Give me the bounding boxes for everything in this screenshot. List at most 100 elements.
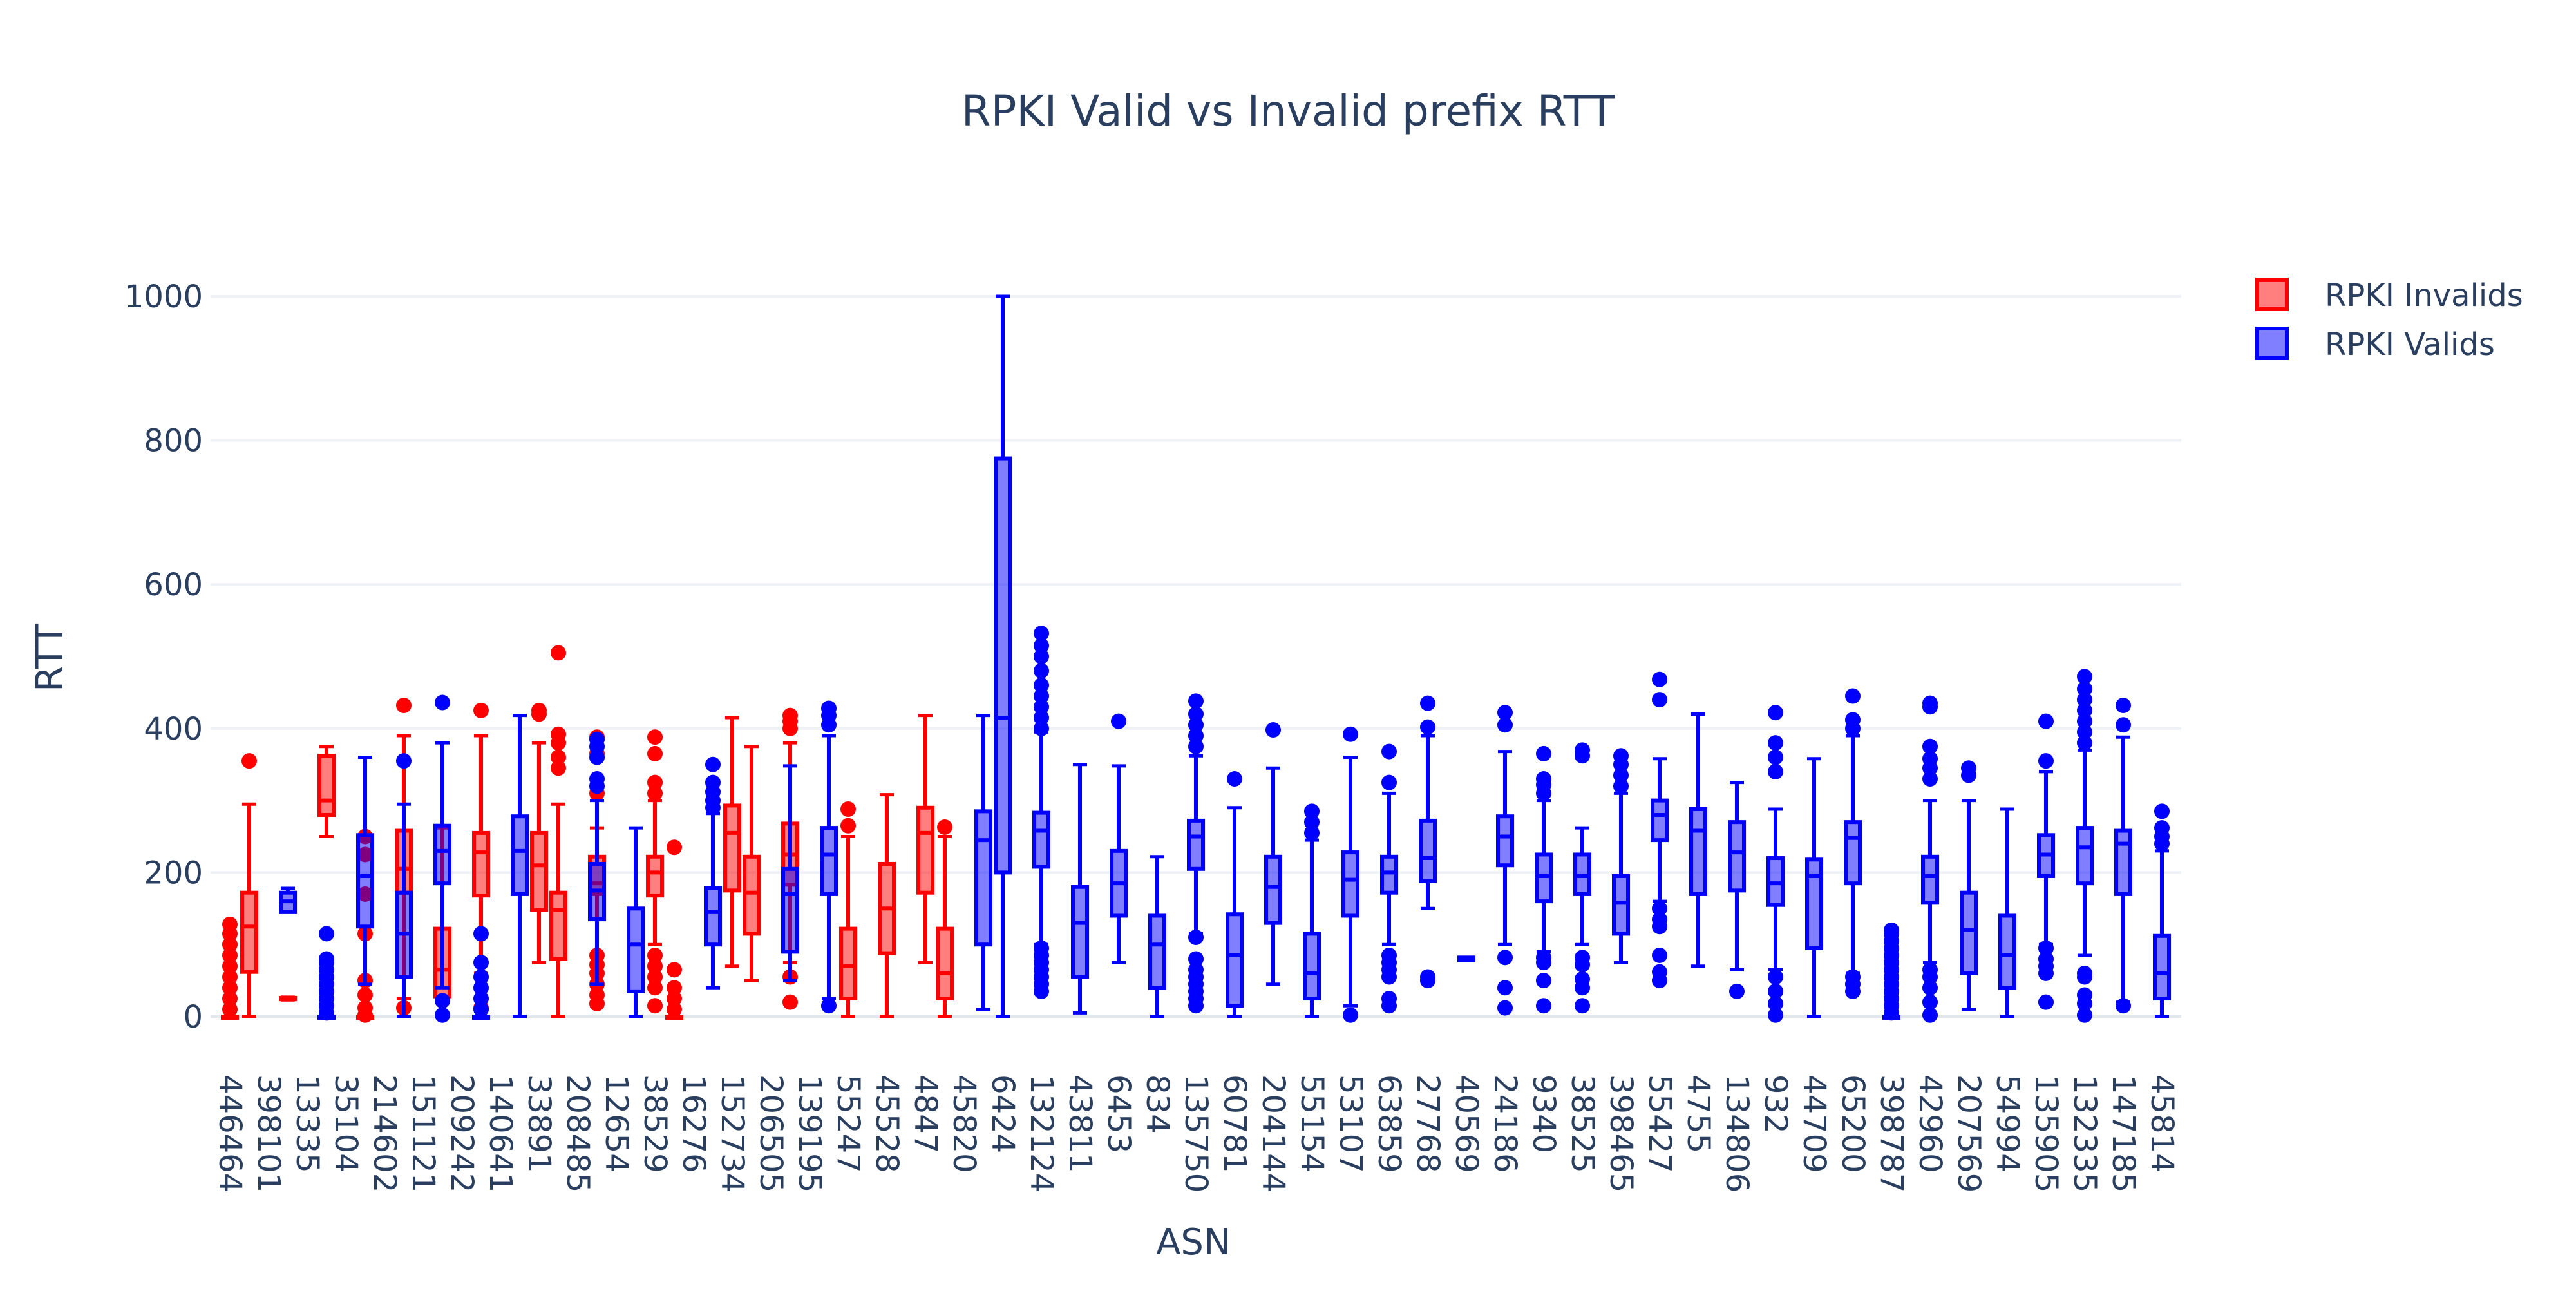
box-iqr [1071,885,1089,979]
outlier-point [2077,681,2092,697]
outlier-point [1034,626,1049,642]
outlier-point [647,969,663,985]
outlier-point [1652,901,1667,917]
outlier-point [2038,940,2054,956]
box-valid-38525 [1573,742,1591,1014]
x-tick-label: 42960 [1912,1075,1948,1173]
box-iqr [627,906,645,993]
y-tick-label: 200 [144,855,203,891]
outlier-point [2077,669,2092,685]
box-invalid-446464 [221,916,239,1020]
x-tick-label: 55427 [1642,1075,1678,1173]
x-tick-label: 204144 [1255,1075,1291,1192]
box-iqr [1380,854,1398,895]
outlier-point [473,980,489,996]
outlier-point [1768,749,1783,765]
outlier-point [589,771,605,787]
legend-item-valids[interactable]: RPKI Valids [2255,327,2495,363]
legend[interactable]: RPKI Invalids RPKI Valids [2255,278,2523,363]
outlier-point [1536,973,1551,989]
outlier-point [222,937,238,953]
outlier-point [2077,987,2092,1003]
box-invalid-55247 [839,801,857,1018]
outlier-point [782,707,798,723]
box-iqr [1998,913,2016,990]
box-valid-147185 [2114,698,2132,1014]
box-iqr [723,803,741,893]
outlier-point [222,916,238,932]
outlier-point [473,926,489,942]
x-tick-label: 55154 [1294,1075,1330,1173]
box-valid-139195 [820,700,838,1014]
outlier-point [1188,930,1204,946]
outlier-point [2116,998,2131,1014]
x-tick-label: 45528 [869,1075,905,1173]
y-tick-label: 0 [183,999,203,1035]
box-iqr [974,809,992,947]
box-iqr [1496,814,1514,868]
x-tick-label: 398787 [1873,1075,1909,1192]
outlier-point [1652,947,1667,963]
outlier-point [1188,727,1204,743]
outlier-point [1188,962,1204,978]
outlier-point [647,745,663,761]
outlier-point [1536,745,1551,761]
box-valid-932 [1766,705,1785,1023]
box-valid-55154 [1303,803,1321,1018]
box-iqr [1728,820,1746,893]
outlier-point [1111,713,1126,729]
box-iqr [530,830,548,912]
outlier-point [1497,980,1513,996]
x-axis-ticks: 446464 398101 13335 35104 214602 151121 209242… [212,1075,2180,1192]
box-valid-208485 [588,731,606,986]
outlier-point [1613,767,1629,783]
box-iqr [1921,854,1939,905]
box-iqr [1844,820,1862,886]
legend-item-invalids[interactable]: RPKI Invalids [2255,278,2523,314]
x-tick-label: 6424 [985,1075,1021,1153]
outlier-point [319,926,334,942]
x-axis-title: ASN [1156,1221,1231,1263]
box-valid-16276 [704,756,722,990]
outlier-point [2038,713,2054,729]
outlier-point [2038,951,2054,967]
outlier-point [2077,1007,2092,1023]
box-valid-398101 [279,886,297,914]
outlier-point [1381,991,1397,1007]
outlier-point [1420,695,1435,711]
box-valid-53107 [1341,726,1359,1023]
outlier-point [1652,912,1667,928]
outlier-point [1034,720,1049,736]
x-tick-label: 35104 [328,1075,364,1173]
box-valid-206505 [781,764,799,982]
box-iqr [2076,826,2094,886]
outlier-point [1884,922,1899,938]
box-valid-140641 [511,714,529,1018]
outlier-point [222,991,238,1007]
outlier-point [647,774,663,790]
outlier-point [1922,962,1938,978]
box-iqr [1651,798,1669,843]
outlier-point [1343,1007,1358,1023]
outlier-point [222,980,238,996]
outlier-point [1497,717,1513,733]
box-iqr [1805,857,1823,950]
outlier-point [1497,1000,1513,1016]
outlier-point [1922,751,1938,767]
box-iqr [2114,828,2132,896]
outlier-point [435,1007,450,1023]
outlier-point [647,998,663,1014]
outlier-point [1768,763,1783,779]
box-invalid-4847 [916,714,934,964]
outlier-point [840,801,856,818]
box-valid-834 [1148,855,1166,1018]
legend-label-invalids: RPKI Invalids [2325,278,2523,314]
box-invalid-33891 [530,702,548,964]
x-tick-label: 834 [1139,1075,1175,1134]
outlier-point [1652,671,1667,687]
outlier-point [821,700,837,716]
outlier-point [647,947,663,963]
outlier-point [1652,692,1667,708]
box-valid-60781 [1226,771,1244,1018]
